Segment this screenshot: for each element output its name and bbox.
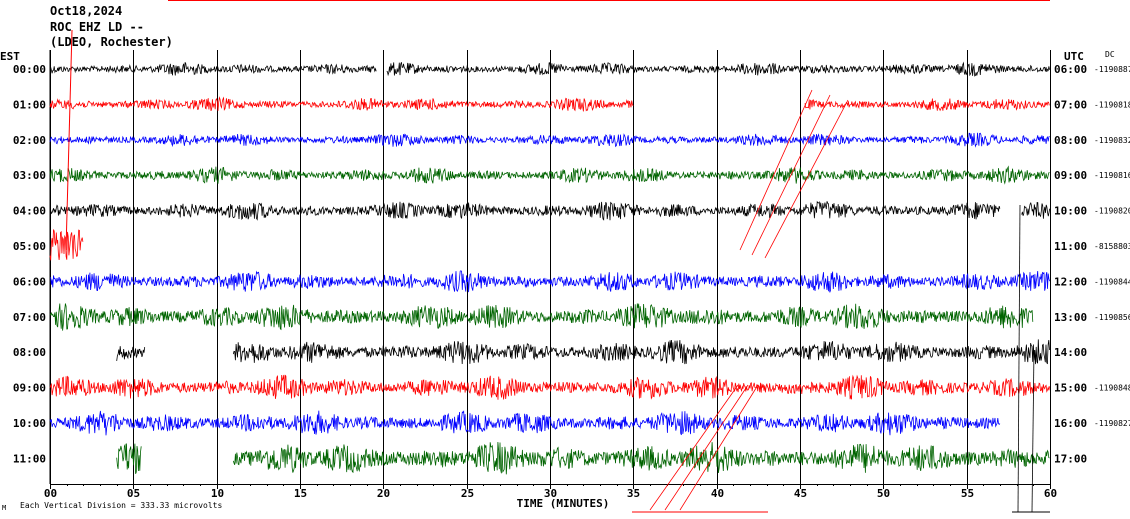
trace-12:00-seg0 [49, 270, 1050, 293]
utc-label-12:00: 12:00 [1054, 275, 1087, 288]
x-tick-label-15: 15 [294, 487, 307, 500]
trace-10:00-seg1 [1021, 201, 1051, 219]
pick-line-5 [679, 384, 759, 511]
dc-label: DC [1105, 50, 1115, 59]
est-label-03:00: 03:00 [13, 169, 46, 182]
trace-16:00-seg0 [49, 410, 1001, 436]
pick-line-2 [764, 99, 849, 259]
footnote-text: Each Vertical Division = 333.33 microvol… [20, 501, 222, 510]
trace-13:00-seg0 [49, 303, 1034, 331]
utc-label-15:00: 15:00 [1054, 382, 1087, 395]
date-label: Oct18,2024 [50, 4, 123, 18]
pick-line-3 [649, 384, 739, 511]
trace-14:00-seg0 [116, 346, 146, 361]
utc-label-16:00: 16:00 [1054, 417, 1087, 430]
trace-17:00-seg1 [232, 441, 1050, 475]
utc-axis-label: UTC [1064, 50, 1084, 63]
est-label-04:00: 04:00 [13, 205, 46, 218]
pick-line-0 [739, 89, 813, 251]
trace-07:00-seg1 [804, 98, 1050, 112]
trace-07:00-seg0 [49, 96, 634, 112]
utc-label-09:00: 09:00 [1054, 169, 1087, 182]
est-label-06:00: 06:00 [13, 275, 46, 288]
utc-label-13:00: 13:00 [1054, 311, 1087, 324]
x-tick-label-25: 25 [461, 487, 474, 500]
dc-value-11:00: -8158803 [1094, 242, 1130, 251]
utc-label-10:00: 10:00 [1054, 205, 1087, 218]
x-tick-label-35: 35 [627, 487, 640, 500]
trace-17:00-seg0 [116, 443, 142, 474]
trace-06:00-seg0 [49, 62, 377, 76]
est-label-01:00: 01:00 [13, 98, 46, 111]
network-label: (LDEO, Rochester) [50, 35, 173, 49]
pick-line-4 [664, 384, 749, 511]
footnote-mark: M [2, 504, 6, 512]
utc-label-11:00: 11:00 [1054, 240, 1087, 253]
utc-label-17:00: 17:00 [1054, 452, 1087, 465]
utc-label-08:00: 08:00 [1054, 134, 1087, 147]
x-tick-label-30: 30 [544, 487, 557, 500]
dc-value-07:00: -1190818 [1094, 100, 1130, 109]
x-tick-label-40: 40 [711, 487, 724, 500]
x-tick-label-60: 60 [1044, 487, 1057, 500]
dc-value-15:00: -1190848 [1094, 384, 1130, 393]
x-tick-label-50: 50 [877, 487, 890, 500]
est-label-10:00: 10:00 [13, 417, 46, 430]
x-tick-label-05: 05 [127, 487, 140, 500]
pick-line-left [65, 29, 73, 251]
est-label-05:00: 05:00 [13, 240, 46, 253]
utc-label-06:00: 06:00 [1054, 63, 1087, 76]
dc-value-10:00: -1190820 [1094, 207, 1130, 216]
connector-line-right [1017, 204, 1021, 513]
x-tick-label-45: 45 [794, 487, 807, 500]
trace-11:00-seg0 [49, 229, 84, 261]
est-label-02:00: 02:00 [13, 134, 46, 147]
est-label-08:00: 08:00 [13, 346, 46, 359]
est-label-09:00: 09:00 [13, 382, 46, 395]
dc-value-08:00: -1190832 [1094, 136, 1130, 145]
trace-06:00-seg1 [386, 61, 1050, 77]
dc-value-16:00: -1190827 [1094, 419, 1130, 428]
trace-09:00-seg0 [49, 165, 1050, 185]
x-tick-label-20: 20 [377, 487, 390, 500]
x-tick-label-55: 55 [961, 487, 974, 500]
x-tick-label-00: 00 [44, 487, 57, 500]
station-label: ROC EHZ LD -- [50, 20, 144, 34]
est-label-00:00: 00:00 [13, 63, 46, 76]
dc-value-12:00: -1190844 [1094, 277, 1130, 286]
utc-label-07:00: 07:00 [1054, 98, 1087, 111]
pick-line-1 [751, 94, 831, 256]
x-axis-label: TIME (MINUTES) [517, 497, 610, 510]
dc-value-06:00: -1190887 [1094, 65, 1130, 74]
est-label-11:00: 11:00 [13, 452, 46, 465]
x-tick-label-10: 10 [211, 487, 224, 500]
dc-value-09:00: -1190816 [1094, 171, 1130, 180]
trace-15:00-seg0 [49, 374, 1050, 400]
trace-08:00-seg0 [49, 132, 1050, 148]
utc-label-14:00: 14:00 [1054, 346, 1087, 359]
trace-10:00-seg0 [49, 200, 1001, 221]
trace-14:00-seg1 [232, 339, 1050, 365]
dc-value-13:00: -1190856 [1094, 313, 1130, 322]
est-axis-label: EST [0, 50, 20, 63]
connector-line-right-2 [1031, 349, 1035, 513]
est-label-07:00: 07:00 [13, 311, 46, 324]
